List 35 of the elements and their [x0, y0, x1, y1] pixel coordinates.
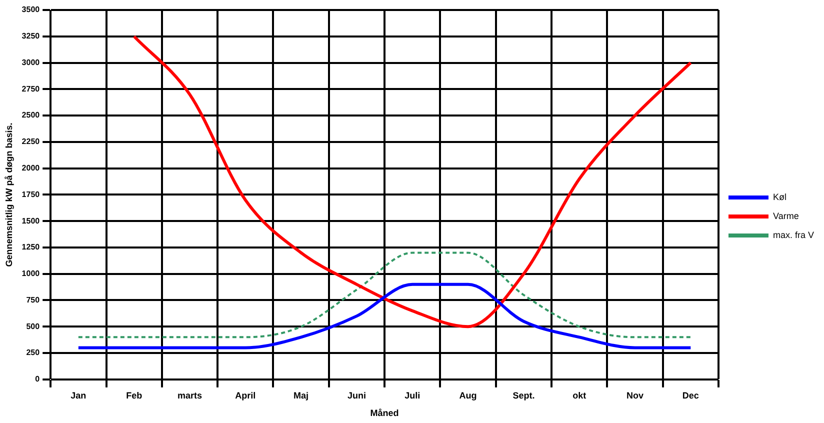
y-tick-label: 2750 — [22, 84, 40, 94]
x-tick-label: marts — [177, 390, 202, 400]
y-tick-label: 3000 — [22, 58, 40, 67]
x-tick-label: Nov — [626, 390, 644, 400]
legend-label: Varme — [772, 210, 799, 221]
line-series — [132, 34, 692, 328]
y-tick-label: 2250 — [22, 137, 40, 146]
x-tick-label: Juni — [347, 390, 366, 400]
x-tick-label: Jan — [70, 390, 86, 400]
y-tick-label: 2500 — [22, 110, 40, 120]
y-tick-label: 250 — [26, 348, 40, 358]
x-tick-label: Feb — [126, 390, 143, 400]
x-tick-label: Dec — [682, 390, 699, 400]
y-tick-label: 0 — [35, 374, 40, 384]
legend-label: Køl — [772, 192, 786, 202]
x-tick-label: Aug — [459, 390, 477, 400]
x-tick-label: Sept. — [512, 390, 535, 400]
y-tick-label: 1000 — [22, 269, 40, 278]
x-tick-label: okt — [572, 390, 586, 400]
y-tick-label: 2000 — [22, 164, 40, 173]
y-tick-label: 1250 — [22, 242, 40, 252]
x-tick-label: Maj — [294, 390, 309, 400]
x-axis-title: Måned — [370, 408, 399, 418]
y-tick-label: 3500 — [22, 5, 40, 14]
y-tick-label: 3250 — [22, 32, 40, 41]
line-series — [76, 282, 692, 350]
legend-label: max. fra V — [772, 230, 814, 240]
y-tick-label: 750 — [26, 295, 40, 304]
x-tick-label: April — [235, 390, 256, 400]
y-axis-title: Gennemsnitlig kW på døgn basis. — [4, 122, 14, 267]
line-series — [77, 252, 692, 338]
y-tick-label: 1500 — [22, 216, 40, 226]
x-tick-label: Juli — [404, 390, 420, 400]
y-tick-label: 500 — [26, 322, 40, 331]
y-tick-label: 1750 — [22, 190, 40, 199]
